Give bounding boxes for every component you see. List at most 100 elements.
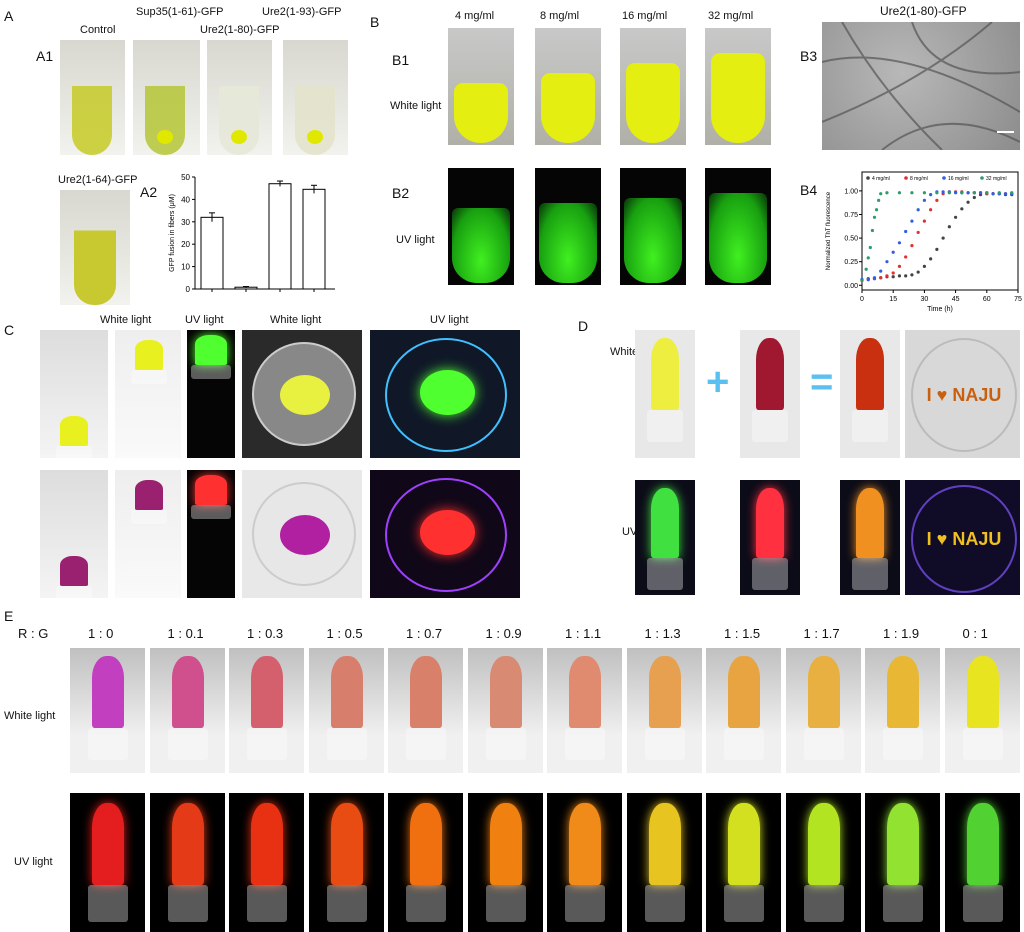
tube-sample: [135, 340, 163, 370]
e-tube-uv-10: [865, 793, 940, 932]
e-tube-uv-0: [70, 793, 145, 932]
y-tick-label: 50: [181, 173, 190, 182]
data-point: [1003, 192, 1008, 196]
panel-b4-label: B4: [800, 182, 818, 198]
legend-label: 32 mg/ml: [986, 176, 1007, 182]
e-tube-white-0: [70, 648, 145, 773]
gel: [454, 83, 508, 143]
tube-base: [752, 558, 788, 590]
b-uv-light-label: UV light: [396, 234, 435, 246]
tube-sample: [648, 656, 681, 728]
tube-base: [565, 885, 605, 922]
data-point: [910, 219, 914, 223]
equals-sign: =: [810, 360, 834, 404]
y-tick-label: 10: [181, 263, 190, 272]
conc-32: 32 mg/ml: [708, 10, 754, 22]
data-point: [947, 191, 951, 195]
a1-tube-photo-0: [60, 40, 125, 155]
pellet: [157, 130, 173, 144]
gel-glow: [709, 193, 767, 283]
tube-sample: [569, 803, 601, 885]
c-dish-uv-0: [370, 330, 520, 458]
d-plate-uv: I ♥ NAJU: [905, 480, 1020, 595]
series-8-mg-ml: [860, 190, 1014, 283]
tube-sample: [92, 803, 124, 885]
e-tube-white-6: [547, 648, 622, 773]
e-tube-uv-5: [467, 793, 543, 932]
tube-base: [247, 728, 287, 760]
data-point: [922, 264, 926, 268]
tube-sample: [966, 803, 999, 885]
data-point: [866, 278, 870, 282]
tube-sample: [651, 488, 679, 558]
panel-a2-label: A2: [140, 184, 158, 200]
tube-sample: [60, 556, 88, 586]
data-point: [929, 193, 933, 197]
label-control: Control: [80, 24, 116, 36]
x-tick-label: 30: [921, 296, 929, 303]
d-tube-uv-2: [840, 480, 900, 595]
tube-base: [724, 885, 764, 922]
y-axis-label: Normalized ThT fluorescence: [826, 191, 832, 270]
ratio-label: 1 : 1.3: [644, 626, 681, 641]
data-point: [966, 191, 970, 195]
data-point: [960, 207, 964, 211]
series-4-mg-ml: [860, 192, 1014, 282]
tube-sample: [648, 803, 681, 885]
plot-frame: [861, 171, 1019, 291]
tube-base: [191, 505, 231, 519]
data-point: [877, 198, 881, 202]
gel-blob: [280, 515, 330, 555]
tube-base: [131, 370, 167, 384]
y-tick-label: 40: [181, 195, 190, 204]
ratio-label: 1 : 1.5: [724, 626, 761, 641]
gel-glow: [624, 198, 682, 283]
data-point: [972, 191, 976, 195]
a1-tube-photo-2: [207, 40, 272, 155]
y-tick-label: 0: [186, 285, 191, 294]
ratio-label: 1 : 0.5: [326, 626, 363, 641]
b1-white-photo-3: [705, 28, 771, 145]
c-tube-uv-1: [187, 470, 235, 598]
label-sup35: Sup35(1-61)-GFP: [136, 6, 224, 18]
data-point: [868, 245, 872, 250]
data-point: [885, 191, 889, 195]
data-point: [916, 270, 920, 274]
data-point: [872, 215, 877, 219]
gel-blob-glow: [420, 510, 475, 555]
tube-base: [247, 885, 287, 922]
legend-marker: [904, 176, 908, 180]
data-point: [985, 191, 989, 195]
c-tube-white-0: [115, 330, 181, 458]
data-point: [916, 230, 920, 235]
petri-dish: [385, 478, 507, 592]
e-white-light-label: White light: [4, 710, 56, 722]
tube-base: [803, 728, 844, 760]
y-tick-label: 0.00: [844, 283, 858, 290]
data-point: [922, 191, 926, 195]
data-point: [897, 241, 902, 245]
a1-tube-photo-ure2-64: [60, 190, 130, 305]
data-point: [910, 191, 914, 195]
ratio-label: 1 : 0.3: [247, 626, 284, 641]
ratio-label: 1 : 0.7: [406, 626, 443, 641]
tube-base: [644, 885, 685, 922]
gel-blob: [280, 375, 330, 415]
label-ure2-80: Ure2(1-80)-GFP: [200, 24, 280, 36]
data-point: [947, 225, 951, 229]
tube-base: [883, 885, 923, 922]
y-tick-label: 0.50: [844, 236, 858, 243]
tube-sample: [569, 656, 601, 728]
tube-base: [962, 728, 1003, 760]
tube-sample: [171, 656, 204, 728]
data-point: [954, 191, 958, 195]
tube-base: [962, 885, 1003, 922]
tube-sample: [651, 338, 679, 410]
panel-e-label: E: [4, 608, 14, 624]
tube-base: [752, 410, 788, 442]
bar-control: [200, 216, 224, 290]
c-dish-white-0: [242, 330, 362, 458]
panel-c-label: C: [4, 322, 15, 338]
tube-sample: [489, 656, 522, 728]
tem-image: [822, 22, 1020, 150]
